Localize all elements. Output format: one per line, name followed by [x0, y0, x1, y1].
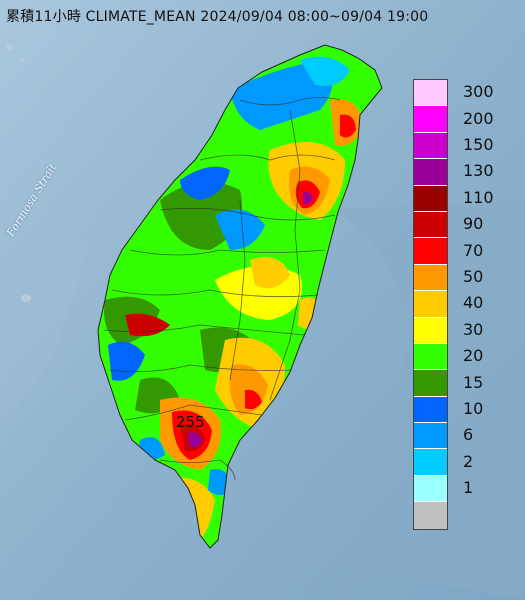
legend-swatch: [414, 343, 447, 371]
legend-swatch: [414, 238, 447, 265]
legend-label: 70: [463, 240, 484, 260]
legend-colorbar: [413, 79, 448, 530]
legend-swatch: [414, 132, 447, 160]
islet: [6, 44, 14, 50]
legend-label: 20: [463, 346, 484, 366]
legend-swatch: [414, 396, 447, 424]
legend-label: 10: [463, 399, 484, 418]
legend-swatch: [414, 291, 447, 318]
legend-swatch: [414, 423, 447, 450]
legend-label: 2: [463, 451, 474, 471]
legend-label: 1: [463, 478, 474, 498]
legend-label: 200: [463, 108, 494, 128]
legend-swatch: [414, 159, 447, 186]
islet: [19, 58, 25, 62]
legend-swatch: [414, 502, 447, 529]
legend-label: 150: [463, 135, 494, 154]
legend-label: 110: [463, 187, 494, 207]
legend-label: 30: [463, 319, 484, 339]
legend-swatch: [414, 264, 447, 292]
legend-label: 90: [463, 214, 484, 234]
legend-label: 300: [463, 82, 494, 102]
legend-label: 15: [463, 372, 484, 392]
legend-label: 40: [463, 293, 484, 313]
legend-swatch: [414, 370, 447, 397]
legend-swatch: [414, 449, 447, 476]
legend-swatch: [414, 475, 447, 503]
legend-swatch: [414, 317, 447, 344]
legend-swatch: [414, 211, 447, 239]
map-title: 累積11小時 CLIMATE_MEAN 2024/09/04 08:00~09/…: [6, 9, 429, 25]
max-value-label: 255: [176, 413, 205, 431]
sea-shelf-west: [0, 240, 90, 420]
county-boundaries: [103, 97, 341, 481]
sea-shelf: [300, 200, 525, 600]
taiwan-outline: [97, 44, 383, 549]
legend-swatch: [414, 80, 447, 107]
legend-swatch: [414, 106, 447, 133]
penghu-islands: [21, 294, 31, 302]
legend-swatch: [414, 185, 447, 212]
legend-label: 6: [463, 425, 474, 445]
legend-label: 50: [463, 267, 484, 286]
legend-label: 130: [463, 161, 494, 181]
